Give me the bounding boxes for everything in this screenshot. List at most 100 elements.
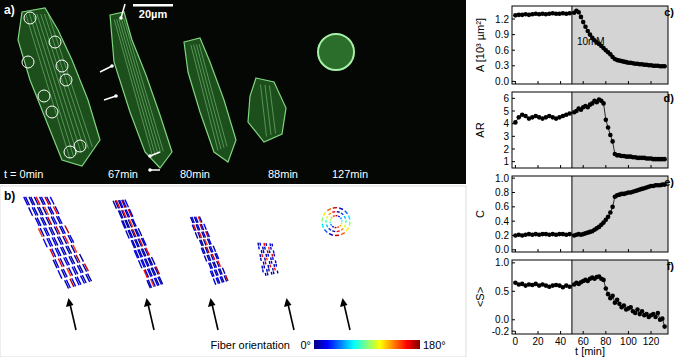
- fiber: [41, 197, 45, 205]
- cell: [18, 8, 100, 166]
- y-axis-label: <S>: [474, 287, 486, 307]
- data-point: [601, 101, 606, 106]
- data-point: [610, 294, 615, 299]
- data-point: [622, 303, 627, 308]
- fiber: [43, 239, 47, 247]
- fiber: [133, 219, 137, 227]
- direction-arrow-head: [144, 298, 152, 307]
- x-tick: [651, 249, 652, 252]
- fiber: [346, 228, 348, 231]
- colorbar-tick-label: 0°: [300, 339, 311, 351]
- y-tick: [512, 206, 515, 207]
- y-tick-label: 0.0: [495, 244, 509, 255]
- data-point: [656, 311, 661, 316]
- fiber: [84, 264, 88, 272]
- fiber: [205, 239, 207, 245]
- time-label: 127min: [332, 168, 368, 180]
- y-tick: [512, 19, 515, 20]
- fiber: [331, 224, 332, 225]
- fiber: [55, 259, 59, 267]
- colorbar-tick-label: 180°: [423, 339, 446, 351]
- fiber: [267, 250, 269, 253]
- cell: [110, 12, 172, 168]
- y-tick: [512, 291, 515, 292]
- x-tick: [515, 249, 516, 252]
- fiber: [265, 243, 267, 246]
- fiber: [337, 211, 340, 213]
- fiber: [335, 235, 339, 237]
- x-tick: [560, 249, 561, 252]
- y-tick: [512, 161, 515, 162]
- data-point: [610, 139, 615, 144]
- x-tick-label: 20: [532, 336, 544, 347]
- x-tick: [628, 249, 629, 252]
- direction-arrow: [212, 304, 218, 330]
- stress-fiber: [121, 19, 160, 153]
- fiber: [53, 216, 57, 224]
- fiber: [265, 254, 267, 257]
- marker-circle: [22, 56, 34, 68]
- fiber: [271, 272, 273, 275]
- y-tick-label: 1.0: [495, 173, 509, 184]
- fiber: [349, 222, 351, 226]
- fiber: [267, 265, 269, 268]
- x-tick-label: 40: [555, 336, 567, 347]
- x-tick: [515, 165, 516, 168]
- stress-fiber: [114, 20, 152, 157]
- fiber: [68, 246, 72, 254]
- fiber: [50, 197, 54, 205]
- fiber: [274, 268, 276, 271]
- fiber: [203, 232, 205, 238]
- image-background: [0, 186, 466, 357]
- fiber: [207, 247, 209, 253]
- fiber: [61, 226, 65, 234]
- stress-fiber: [45, 14, 89, 149]
- stress-fiber: [37, 14, 81, 153]
- fiber: [71, 256, 75, 264]
- panel-label: a): [4, 3, 15, 17]
- fiber: [151, 257, 155, 265]
- fiber: [341, 228, 343, 230]
- fiber: [259, 243, 261, 246]
- fiber: [29, 207, 33, 215]
- fiber: [329, 234, 333, 236]
- data-point: [604, 286, 609, 291]
- x-axis-label: t [min]: [575, 345, 605, 357]
- fiber: [257, 243, 259, 246]
- y-tick-label: 0.0: [495, 76, 509, 87]
- fiber: [259, 254, 261, 257]
- x-tick: [515, 81, 516, 84]
- fiber: [345, 211, 348, 214]
- x-tick: [515, 331, 516, 334]
- y-tick: [512, 98, 515, 99]
- cell: [184, 38, 236, 162]
- y-tick-label: 6: [503, 93, 509, 104]
- fiber: [264, 258, 266, 261]
- fiber: [341, 220, 343, 222]
- y-tick-label: 0.8: [495, 187, 509, 198]
- fiber: [56, 226, 60, 234]
- fiber: [216, 253, 218, 259]
- time-label: 67min: [108, 168, 138, 180]
- fiber: [199, 217, 201, 223]
- fiber: [54, 237, 58, 245]
- fiber: [264, 247, 266, 250]
- fiber: [340, 218, 341, 219]
- time-label: t = 0min: [4, 168, 43, 180]
- fiber: [66, 280, 70, 288]
- fiber: [218, 261, 220, 267]
- fiber: [159, 277, 163, 285]
- data-point: [601, 278, 606, 283]
- data-point: [579, 15, 584, 20]
- fiber: [269, 265, 271, 268]
- series-line: [515, 277, 664, 327]
- plot-frame: [512, 176, 668, 252]
- fiber: [65, 257, 69, 265]
- fiber: [269, 243, 271, 246]
- y-tick: [512, 34, 515, 35]
- fiber: [40, 228, 44, 236]
- marker-circle: [60, 74, 72, 86]
- panel-label: d): [664, 92, 675, 104]
- fiber: [226, 275, 228, 281]
- fiber: [62, 247, 66, 255]
